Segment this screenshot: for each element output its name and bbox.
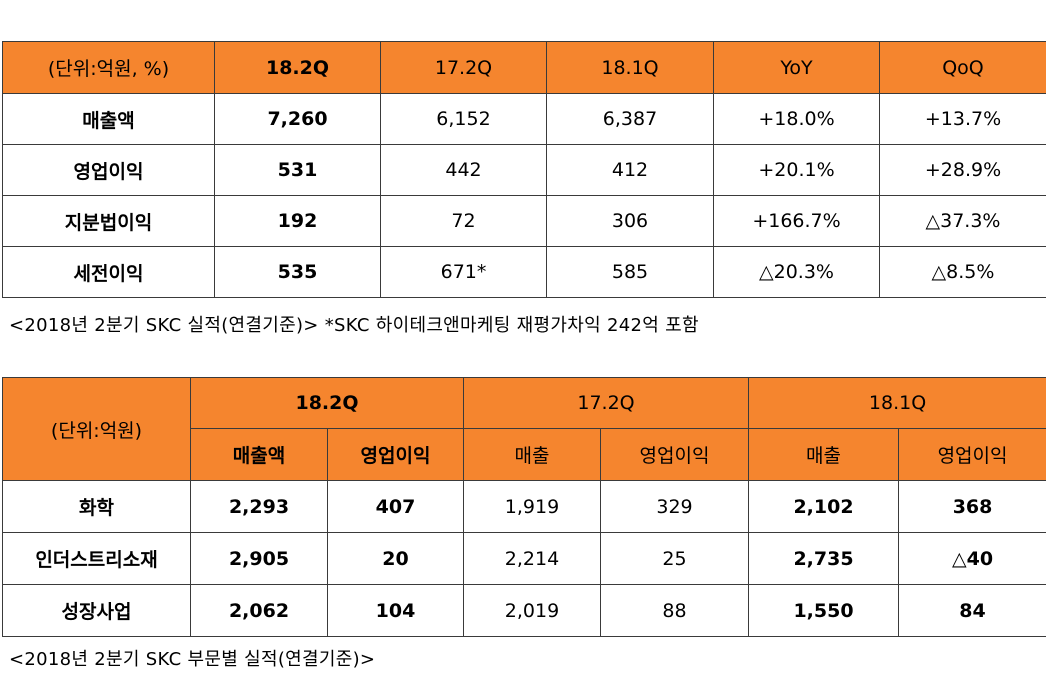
row-label: 화학 [2, 480, 191, 533]
cell: 192 [214, 195, 381, 247]
segment-results-table: (단위:억원) 18.2Q 17.2Q 18.1Q 매출액 영업이익 매출 영업… [2, 377, 1046, 637]
cell: 2,293 [190, 480, 328, 533]
cell: △40 [898, 532, 1046, 585]
table-row: 지분법이익 192 72 306 +166.7% △37.3% [2, 195, 1046, 247]
cell: 72 [380, 195, 547, 247]
table-row: 인더스트리소재 2,905 20 2,214 25 2,735 △40 [2, 532, 1046, 585]
row-label: 영업이익 [2, 144, 215, 196]
table-header-row: (단위:억원) 18.2Q 17.2Q 18.1Q [2, 377, 1046, 481]
cell: 6,387 [546, 93, 714, 145]
row-label: 매출액 [2, 93, 215, 145]
cell: △20.3% [713, 246, 880, 298]
cell: 535 [214, 246, 381, 298]
cell: 2,062 [190, 584, 328, 637]
period-header-17-2q: 17.2Q [462, 377, 750, 429]
row-label: 인더스트리소재 [2, 532, 191, 585]
cell: 2,905 [190, 532, 328, 585]
col-header-yoy: YoY [713, 41, 880, 94]
cell: +28.9% [879, 144, 1046, 196]
table-row: 매출액 7,260 6,152 6,387 +18.0% +13.7% [2, 93, 1046, 145]
col-header-17-2q: 17.2Q [380, 41, 547, 94]
cell: 2,019 [463, 584, 601, 637]
cell: 88 [599, 584, 750, 637]
row-label: 지분법이익 [2, 195, 215, 247]
cell: +166.7% [713, 195, 880, 247]
subheader: 영업이익 [599, 428, 750, 481]
period-header-18-2q: 18.2Q [190, 377, 464, 429]
subheader: 매출액 [190, 428, 328, 481]
col-header-qoq: QoQ [879, 41, 1046, 94]
quarterly-results-table: (단위:억원, %) 18.2Q 17.2Q 18.1Q YoY QoQ 매출액… [2, 41, 1046, 298]
cell: 412 [546, 144, 714, 196]
cell: 25 [599, 532, 750, 585]
cell: 306 [546, 195, 714, 247]
cell: 2,214 [463, 532, 601, 585]
cell: △37.3% [879, 195, 1046, 247]
subheader: 매출 [463, 428, 601, 481]
table-row: 화학 2,293 407 1,919 329 2,102 368 [2, 480, 1046, 533]
cell: 585 [546, 246, 714, 298]
cell: 368 [898, 480, 1046, 533]
cell: 20 [327, 532, 464, 585]
cell: 104 [327, 584, 464, 637]
cell: 329 [599, 480, 750, 533]
cell: 7,260 [214, 93, 381, 145]
unit-header: (단위:억원, %) [2, 41, 215, 94]
cell: 531 [214, 144, 381, 196]
subheader: 영업이익 [898, 428, 1046, 481]
cell: 1,550 [748, 584, 900, 637]
cell: 671* [380, 246, 547, 298]
cell: +18.0% [713, 93, 880, 145]
cell: △8.5% [879, 246, 1046, 298]
col-header-18-2q: 18.2Q [214, 41, 381, 94]
cell: +20.1% [713, 144, 880, 196]
table2-caption: <2018년 2분기 SKC 부문별 실적(연결기준)> [9, 649, 376, 670]
table1-caption: <2018년 2분기 SKC 실적(연결기준)> *SKC 하이테크앤마케팅 재… [9, 315, 699, 336]
cell: +13.7% [879, 93, 1046, 145]
cell: 442 [380, 144, 547, 196]
table-row: 영업이익 531 442 412 +20.1% +28.9% [2, 144, 1046, 196]
cell: 2,102 [748, 480, 900, 533]
cell: 6,152 [380, 93, 547, 145]
unit-header: (단위:억원) [2, 377, 191, 481]
table-header-row: (단위:억원, %) 18.2Q 17.2Q 18.1Q YoY QoQ [2, 41, 1046, 94]
table-row: 성장사업 2,062 104 2,019 88 1,550 84 [2, 584, 1046, 637]
table-row: 세전이익 535 671* 585 △20.3% △8.5% [2, 246, 1046, 298]
row-label: 세전이익 [2, 246, 215, 298]
row-label: 성장사업 [2, 584, 191, 637]
cell: 1,919 [463, 480, 601, 533]
subheader: 매출 [748, 428, 900, 481]
cell: 407 [327, 480, 464, 533]
table-subheader-row: 매출액 영업이익 매출 영업이익 매출 영업이익 [3, 428, 1046, 481]
cell: 84 [898, 584, 1046, 637]
col-header-18-1q: 18.1Q [546, 41, 714, 94]
cell: 2,735 [748, 532, 900, 585]
subheader: 영업이익 [327, 428, 464, 481]
period-header-18-1q: 18.1Q [748, 377, 1046, 429]
